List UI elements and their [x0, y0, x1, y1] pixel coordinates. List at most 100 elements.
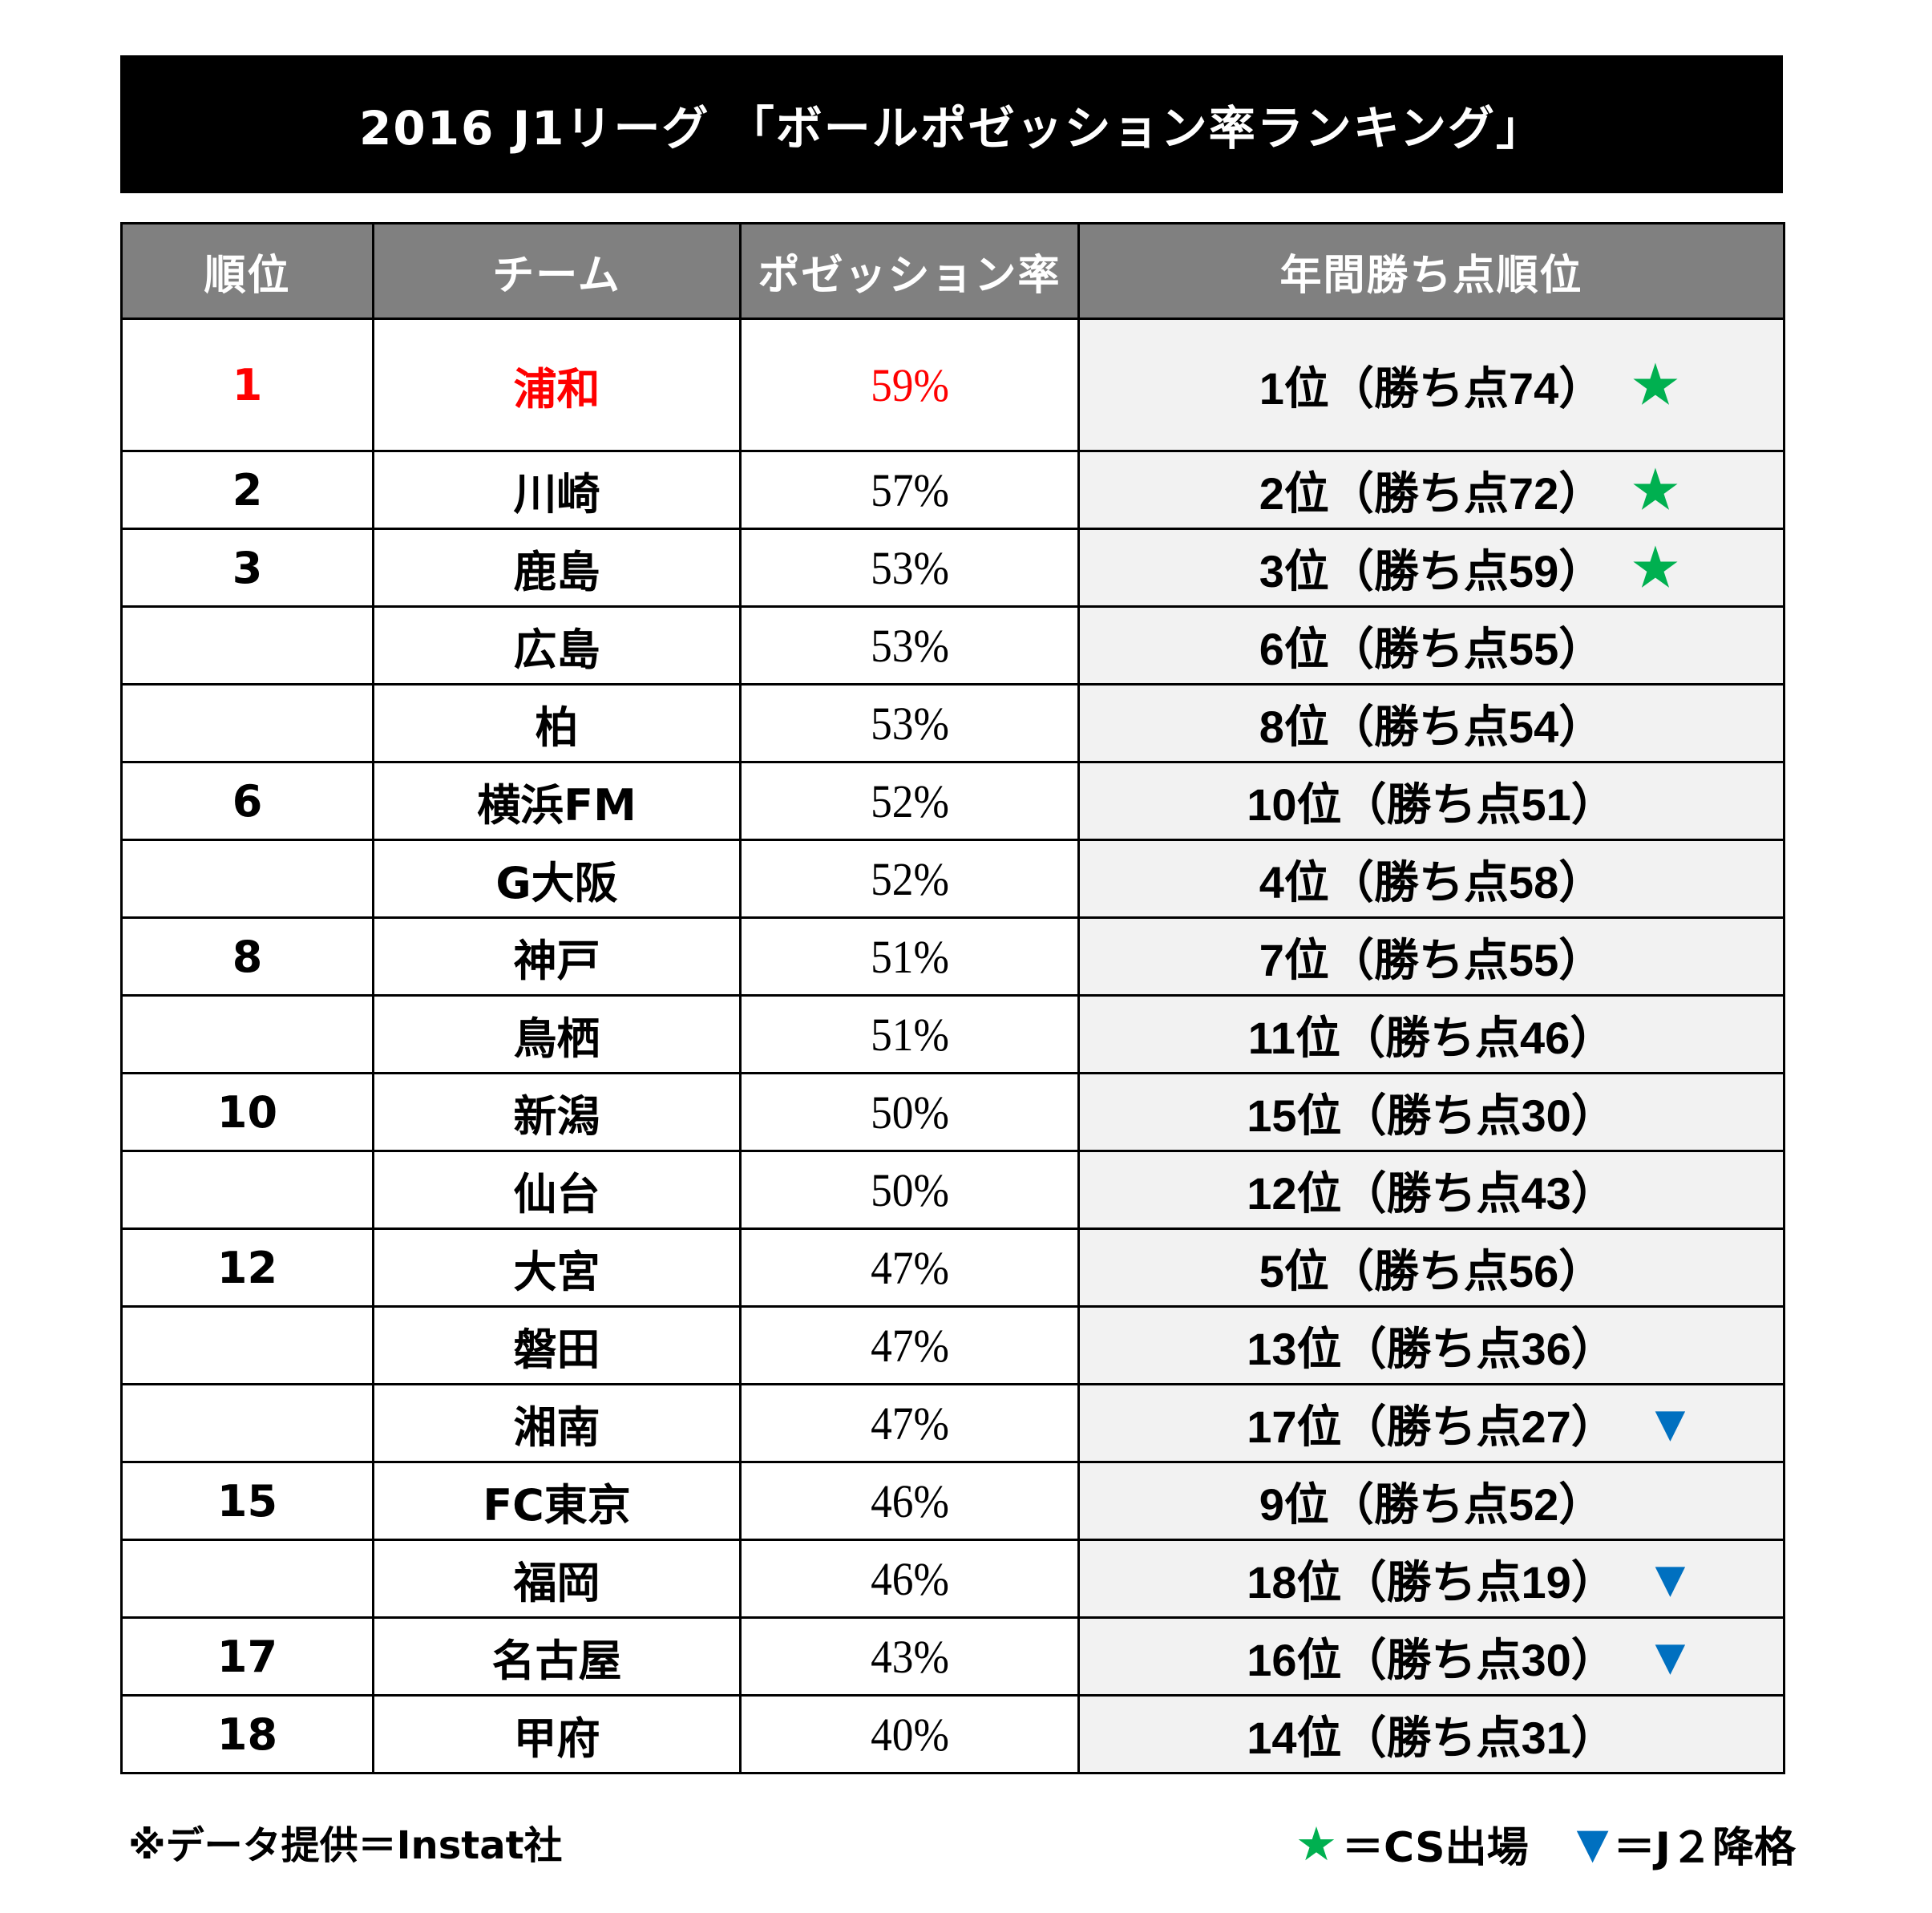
cell-possession: 51%: [753, 994, 1066, 1074]
header-rank: 順位: [120, 222, 374, 320]
cell-team: 浦和: [372, 317, 742, 452]
season-rank-text: 8位（勝ち点54）: [1259, 701, 1604, 752]
cell-team: 川崎: [372, 450, 742, 530]
season-rank-text: 11位（勝ち点46）: [1247, 1012, 1615, 1063]
table-row: G大阪 52% 4位（勝ち点58）: [120, 839, 1785, 919]
down-triangle-icon: ▼: [1576, 1819, 1609, 1868]
cell-team: FC東京: [372, 1461, 742, 1541]
season-rank-text: 2位（勝ち点72）: [1259, 467, 1604, 519]
cell-season-rank: 2位（勝ち点72） ★: [1077, 450, 1785, 530]
cell-season-rank: 17位（勝ち点27） ▼: [1077, 1383, 1785, 1463]
header-season-rank: 年間勝ち点順位: [1077, 222, 1785, 320]
cell-rank: 1: [120, 317, 374, 452]
cell-possession: 52%: [753, 761, 1066, 841]
cell-rank: 6: [120, 761, 374, 841]
cell-season-rank: 14位（勝ち点31）: [1077, 1694, 1785, 1774]
season-rank-text: 16位（勝ち点30）: [1247, 1634, 1616, 1685]
cell-season-rank: 12位（勝ち点43）: [1077, 1150, 1785, 1230]
table-row: 12 大宮 47% 5位（勝ち点56）: [120, 1227, 1785, 1308]
cell-possession: 46%: [753, 1461, 1066, 1541]
cell-possession: 53%: [753, 683, 1066, 763]
season-rank-text: 18位（勝ち点19）: [1247, 1556, 1616, 1608]
cell-season-rank: 15位（勝ち点30）: [1077, 1072, 1785, 1152]
cell-season-rank: 18位（勝ち点19） ▼: [1077, 1539, 1785, 1619]
cell-rank: 15: [120, 1461, 374, 1541]
cell-team: 横浜FM: [372, 761, 742, 841]
star-icon: ★: [1295, 1816, 1338, 1871]
cell-possession: 50%: [753, 1150, 1066, 1230]
cell-possession: 43%: [753, 1616, 1066, 1697]
cell-team: G大阪: [372, 839, 742, 919]
cell-possession: 47%: [753, 1227, 1066, 1308]
table-row: 広島 53% 6位（勝ち点55）: [120, 605, 1785, 686]
season-rank-text: 1位（勝ち点74）: [1259, 362, 1604, 414]
table-row: 柏 53% 8位（勝ち点54）: [120, 683, 1785, 763]
cell-possession: 47%: [753, 1383, 1066, 1463]
season-rank-text: 3位（勝ち点59）: [1259, 545, 1604, 597]
season-rank-text: 5位（勝ち点56）: [1259, 1245, 1604, 1296]
cell-rank: 12: [120, 1227, 374, 1308]
cell-team: 湘南: [372, 1383, 742, 1463]
season-rank-text: 9位（勝ち点52）: [1259, 1478, 1604, 1530]
legend-label-cs: ＝CS出場: [1342, 1824, 1529, 1872]
table-row: 17 名古屋 43% 16位（勝ち点30） ▼: [120, 1616, 1785, 1697]
cell-season-rank: 3位（勝ち点59） ★: [1077, 528, 1785, 608]
season-rank-text: 10位（勝ち点51）: [1247, 779, 1616, 830]
cell-rank: 17: [120, 1616, 374, 1697]
cell-rank: 2: [120, 450, 374, 530]
table-header-row: 順位 チーム ポゼッション率 年間勝ち点順位: [120, 222, 1785, 320]
cell-possession: 53%: [753, 528, 1066, 608]
table-row: 2 川崎 57% 2位（勝ち点72） ★: [120, 450, 1785, 530]
cell-team: 鹿島: [372, 528, 742, 608]
cell-season-rank: 1位（勝ち点74） ★: [1077, 317, 1785, 452]
star-icon: ★: [1632, 461, 1679, 519]
table-row: 6 横浜FM 52% 10位（勝ち点51）: [120, 761, 1785, 841]
table-row: 鳥栖 51% 11位（勝ち点46）: [120, 994, 1785, 1074]
down-triangle-icon: ▼: [1644, 1550, 1696, 1608]
cell-season-rank: 11位（勝ち点46）: [1077, 994, 1785, 1074]
cell-season-rank: 6位（勝ち点55）: [1077, 605, 1785, 686]
cell-rank: [120, 839, 374, 919]
table-row: 仙台 50% 12位（勝ち点43）: [120, 1150, 1785, 1230]
cell-team: 新潟: [372, 1072, 742, 1152]
cell-possession: 47%: [753, 1305, 1066, 1385]
cell-team: 名古屋: [372, 1616, 742, 1697]
cell-season-rank: 8位（勝ち点54）: [1077, 683, 1785, 763]
cell-season-rank: 16位（勝ち点30） ▼: [1077, 1616, 1785, 1697]
cell-rank: 3: [120, 528, 374, 608]
season-rank-text: 4位（勝ち点58）: [1259, 856, 1604, 908]
cell-rank: [120, 1383, 374, 1463]
table-row: 15 FC東京 46% 9位（勝ち点52）: [120, 1461, 1785, 1541]
cell-team: 神戸: [372, 916, 742, 997]
season-rank-text: 15位（勝ち点30）: [1247, 1090, 1616, 1141]
cell-team: 鳥栖: [372, 994, 742, 1074]
cell-rank: 8: [120, 916, 374, 997]
data-source-note: ※データ提供＝Instat社: [128, 1823, 563, 1868]
legend: ★ ＝CS出場 ▼ ＝J２降格: [1295, 1814, 1796, 1874]
cell-possession: 53%: [753, 605, 1066, 686]
cell-team: 広島: [372, 605, 742, 686]
cell-possession: 51%: [753, 916, 1066, 997]
table-row: 福岡 46% 18位（勝ち点19） ▼: [120, 1539, 1785, 1619]
cell-possession: 52%: [753, 839, 1066, 919]
cell-season-rank: 13位（勝ち点36）: [1077, 1305, 1785, 1385]
table-row: 18 甲府 40% 14位（勝ち点31）: [120, 1694, 1785, 1774]
cell-rank: [120, 1539, 374, 1619]
down-triangle-icon: ▼: [1644, 1628, 1696, 1685]
table-row: 湘南 47% 17位（勝ち点27） ▼: [120, 1383, 1785, 1463]
cell-possession: 59%: [753, 317, 1066, 452]
cell-possession: 40%: [753, 1694, 1066, 1774]
cell-rank: [120, 994, 374, 1074]
season-rank-text: 12位（勝ち点43）: [1247, 1167, 1616, 1219]
cell-rank: [120, 683, 374, 763]
table-row: 1 浦和 59% 1位（勝ち点74） ★: [120, 317, 1785, 452]
cell-season-rank: 5位（勝ち点56）: [1077, 1227, 1785, 1308]
cell-rank: [120, 1305, 374, 1385]
cell-team: 大宮: [372, 1227, 742, 1308]
table-row: 8 神戸 51% 7位（勝ち点55）: [120, 916, 1785, 997]
header-possession: ポゼッション率: [739, 222, 1080, 320]
legend-item-relegation: ▼ ＝J２降格: [1577, 1814, 1796, 1874]
cell-season-rank: 4位（勝ち点58）: [1077, 839, 1785, 919]
legend-item-cs: ★ ＝CS出場: [1295, 1814, 1529, 1874]
cell-rank: 10: [120, 1072, 374, 1152]
